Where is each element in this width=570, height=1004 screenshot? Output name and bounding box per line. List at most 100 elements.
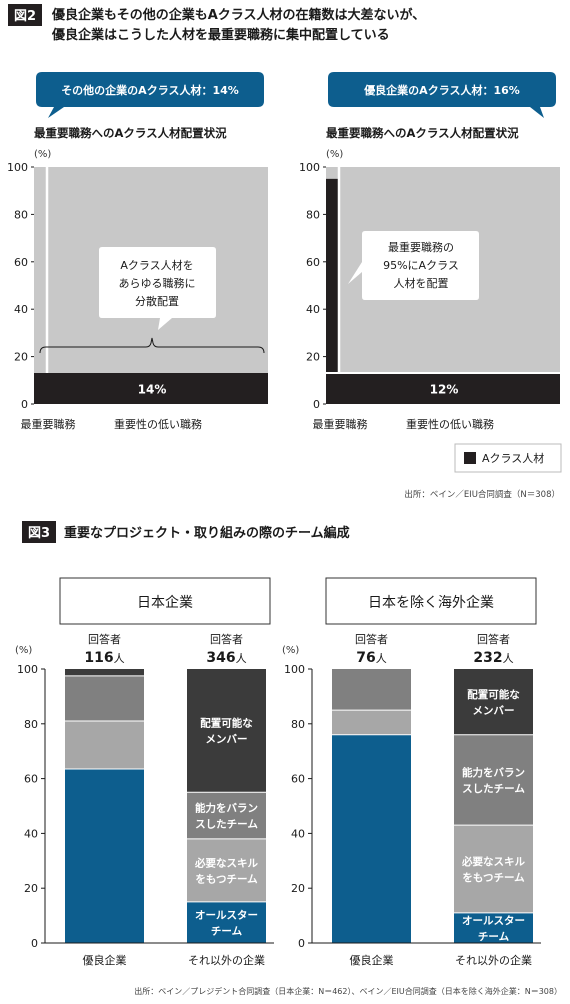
legend-label: Aクラス人材 [482,451,544,465]
right-callout-box [348,231,479,300]
segment-label: 能力をバラン [195,802,258,815]
y-tick-label: 80 [291,718,305,731]
right-chart-title: 最重要職務へのAクラス人材配置状況 [326,126,519,140]
fig3-source: 出所：ベイン／プレジデント合同調査（日本企業：N＝462）、ベイン／EIU合同調… [134,986,562,996]
respondents-count: 232人 [473,650,513,666]
fig2-right-panel: 優良企業のAクラス人材：16% 最重要職務へのAクラス人材配置状況 (%) 12… [299,72,560,431]
category-label: それ以外の企業 [188,953,265,967]
y-unit: (%) [282,645,299,656]
right-key-role-a-class [326,178,339,404]
bar-segment [65,721,144,770]
segment-label: 能力をバラン [462,766,525,779]
segment-label: 必要なスキル [194,856,258,869]
left-band-label: 14% [138,383,167,397]
y-tick-label: 40 [24,827,38,840]
segment-label: オールスター [462,915,525,927]
segment-label: 必要なスキル [461,855,525,868]
fig3-title: 重要なプロジェクト・取り組みの際のチーム編成 [64,525,350,541]
bar-segment [454,734,533,826]
right-x-label-key: 最重要職務 [313,417,368,431]
fig3-badge-text: 図3 [28,526,50,541]
y-tick-label: 100 [17,663,38,676]
y-tick-label: 40 [306,303,320,316]
y-tick-label: 20 [14,351,28,364]
bar-segment [187,901,266,943]
bar-segment [65,669,144,676]
bar-segment [454,669,533,735]
left-header-callout [36,72,264,118]
left-brace [39,337,265,354]
jp-panel-title: 日本企業 [137,594,193,611]
left-chart-title: 最重要職務へのAクラス人材配置状況 [34,126,227,140]
right-callout-line1: 最重要職務の [388,240,454,254]
y-tick-label: 0 [31,937,38,950]
y-tick-label: 80 [14,208,28,221]
fig2-badge-text: 図2 [14,9,36,24]
segment-label: チーム [478,931,510,943]
right-x-label-other: 重要性の低い職務 [406,417,494,431]
left-a-class-band [34,373,268,404]
y-tick-label: 100 [299,161,320,174]
right-band-label: 12% [430,383,459,397]
fig2-left-panel: その他の企業のAクラス人材：14% 最重要職務へのAクラス人材配置状況 (%) … [7,72,268,431]
right-y-axis: 0 20 40 60 80 100 [299,161,326,411]
respondents-label: 回答者 [88,632,121,646]
y-tick-label: 40 [14,303,28,316]
left-callout-line2: あらゆる職務に [119,276,196,290]
bar-segment [454,912,533,943]
segment-label: 配置可能な [467,688,520,701]
y-tick-label: 60 [24,773,38,786]
bar-segment [65,769,144,943]
right-header-text: 優良企業のAクラス人材：16% [363,83,520,97]
y-tick-label: 20 [291,882,305,895]
y-tick-label: 0 [313,398,320,411]
os-panel-title-box [325,577,537,625]
left-header-text: その他の企業のAクラス人材：14% [61,83,239,97]
left-x-label-key: 最重要職務 [21,417,76,431]
left-y-unit: (%) [34,149,51,160]
segment-label: チーム [211,925,243,937]
left-callout-line3: 分散配置 [135,294,179,308]
category-label: 優良企業 [83,953,127,967]
left-callout-box [99,247,216,330]
respondents-count: 116人 [84,650,124,666]
bar-segment [332,669,411,711]
y-tick-label: 20 [24,882,38,895]
fig2-source: 出所：ベイン／EIU合同調査（N＝308） [404,489,560,500]
segment-label: スしたチーム [195,819,258,831]
category-label: 優良企業 [350,953,394,967]
os-panel-title: 日本を除く海外企業 [368,594,494,611]
respondents-label: 回答者 [355,632,388,646]
bar-segment [332,734,411,943]
left-callout-line1: Aクラス人材を [120,258,193,272]
legend-swatch [464,452,476,464]
fig2-legend: Aクラス人材 [454,443,562,473]
right-a-class-band [326,373,560,404]
fig2-title-line2: 優良企業はこうした人材を最重要職務に集中配置している [51,27,390,43]
category-label: それ以外の企業 [455,953,532,967]
segment-label: 配置可能な [200,717,253,730]
y-tick-label: 40 [291,827,305,840]
segment-label: メンバー [473,705,515,717]
y-tick-label: 100 [284,663,305,676]
y-tick-label: 60 [291,773,305,786]
y-tick-label: 80 [306,208,320,221]
bar-segment [332,710,411,735]
right-callout-line3: 人材を配置 [394,276,449,290]
bar-segment [65,675,144,722]
right-header-callout [328,72,556,118]
y-unit: (%) [15,645,32,656]
y-tick-label: 60 [306,256,320,269]
y-tick-label: 20 [306,351,320,364]
respondents-label: 回答者 [477,632,510,646]
respondents-count: 346人 [206,650,246,666]
y-tick-label: 60 [14,256,28,269]
y-tick-label: 0 [298,937,305,950]
bar-segment [187,838,266,902]
jp-panel-title-box [59,577,271,625]
left-x-label-other: 重要性の低い職務 [114,417,202,431]
bar-segment [454,825,533,913]
bar-segment [187,792,266,839]
